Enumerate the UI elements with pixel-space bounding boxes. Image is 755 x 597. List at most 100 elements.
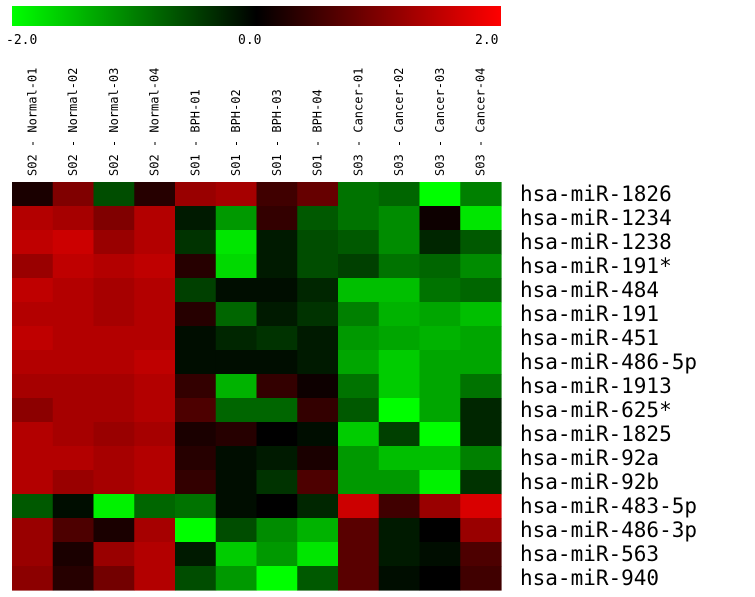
heatmap-cell xyxy=(134,278,176,303)
heatmap-cell xyxy=(297,374,339,399)
heatmap-cell xyxy=(175,494,217,519)
heatmap-cell xyxy=(215,350,258,375)
heatmap-cell xyxy=(134,542,176,567)
heatmap-cell xyxy=(52,206,95,231)
column-label: S01 - BPH-01 xyxy=(188,89,202,176)
heatmap-cell xyxy=(52,278,95,303)
heatmap-cell xyxy=(378,422,421,447)
heatmap-cell xyxy=(12,182,54,207)
heatmap-cell xyxy=(215,422,258,447)
row-label: hsa-miR-191 xyxy=(520,302,659,326)
heatmap-cell xyxy=(93,230,135,255)
heatmap-cell xyxy=(12,470,54,495)
column-label: S03 - Cancer-04 xyxy=(474,68,488,176)
heatmap-cell xyxy=(256,206,298,231)
heatmap-cell xyxy=(378,278,421,303)
heatmap-cell xyxy=(256,278,298,303)
heatmap-cell xyxy=(134,374,176,399)
heatmap-cell xyxy=(12,494,54,519)
heatmap-cell xyxy=(175,422,217,447)
heatmap-cell xyxy=(134,518,176,543)
heatmap-cell xyxy=(256,254,298,279)
heatmap-cell xyxy=(93,374,135,399)
column-label: S03 - Cancer-02 xyxy=(392,68,406,176)
heatmap-cell xyxy=(175,542,217,567)
scale-max-label: 2.0 xyxy=(475,33,499,48)
heatmap-cell xyxy=(460,542,502,567)
heatmap-cell xyxy=(338,350,380,375)
heatmap-cell xyxy=(460,278,502,303)
heatmap-cell xyxy=(256,518,298,543)
heatmap-cell xyxy=(297,446,339,471)
heatmap-cell xyxy=(12,278,54,303)
heatmap-cell xyxy=(256,566,298,591)
heatmap-cell xyxy=(419,398,461,423)
heatmap-cell xyxy=(12,326,54,351)
row-label: hsa-miR-563 xyxy=(520,542,659,566)
row-label: hsa-miR-625* xyxy=(520,398,672,422)
row-label: hsa-miR-1913 xyxy=(520,374,672,398)
heatmap-cell xyxy=(175,374,217,399)
heatmap-cell xyxy=(52,542,95,567)
heatmap-cell xyxy=(175,566,217,591)
heatmap-cell xyxy=(460,206,502,231)
heatmap-cell xyxy=(93,350,135,375)
heatmap-cell xyxy=(256,182,298,207)
heatmap-cell xyxy=(419,542,461,567)
heatmap-cell xyxy=(256,374,298,399)
heatmap-cell xyxy=(12,422,54,447)
heatmap-cell xyxy=(215,278,258,303)
heatmap-cell xyxy=(175,206,217,231)
heatmap-cell xyxy=(134,350,176,375)
heatmap-cell xyxy=(215,566,258,591)
heatmap-cell xyxy=(12,374,54,399)
heatmap-cell xyxy=(419,566,461,591)
heatmap-cell xyxy=(297,494,339,519)
heatmap-cell xyxy=(134,206,176,231)
heatmap-cell xyxy=(215,326,258,351)
heatmap-cell xyxy=(338,254,380,279)
heatmap-cell xyxy=(419,302,461,327)
heatmap-cell xyxy=(460,494,502,519)
heatmap-cell xyxy=(134,446,176,471)
heatmap-cell xyxy=(297,326,339,351)
heatmap-cell xyxy=(215,518,258,543)
heatmap-cell xyxy=(134,398,176,423)
heatmap-cell xyxy=(378,494,421,519)
heatmap-cell xyxy=(460,254,502,279)
heatmap-cell xyxy=(134,470,176,495)
heatmap-cell xyxy=(134,566,176,591)
heatmap-cell xyxy=(297,254,339,279)
heatmap-cell xyxy=(338,206,380,231)
column-label: S03 - Cancer-03 xyxy=(433,68,447,176)
column-label: S02 - Normal-02 xyxy=(66,68,80,176)
heatmap-cell xyxy=(12,566,54,591)
heatmap-cell xyxy=(175,278,217,303)
heatmap-cell xyxy=(338,446,380,471)
heatmap-cell xyxy=(378,470,421,495)
heatmap-cell xyxy=(215,446,258,471)
column-label: S02 - Normal-01 xyxy=(25,68,39,176)
heatmap-cell xyxy=(215,182,258,207)
heatmap-cell xyxy=(52,230,95,255)
heatmap-cell xyxy=(378,230,421,255)
row-label: hsa-miR-483-5p xyxy=(520,494,697,518)
row-label: hsa-miR-486-5p xyxy=(520,350,697,374)
heatmap-cell xyxy=(215,302,258,327)
heatmap-cell xyxy=(52,470,95,495)
row-label: hsa-miR-92a xyxy=(520,446,659,470)
heatmap-cell xyxy=(297,518,339,543)
heatmap-cell xyxy=(93,254,135,279)
heatmap-cell xyxy=(52,326,95,351)
heatmap-cell xyxy=(419,518,461,543)
column-label: S01 - BPH-03 xyxy=(270,89,284,176)
heatmap-cell xyxy=(256,422,298,447)
color-scale-bar xyxy=(12,6,501,26)
heatmap-cell xyxy=(460,302,502,327)
heatmap-cell xyxy=(297,230,339,255)
row-label: hsa-miR-940 xyxy=(520,566,659,590)
heatmap-cell xyxy=(378,326,421,351)
heatmap-cell xyxy=(215,470,258,495)
heatmap-cell xyxy=(419,494,461,519)
